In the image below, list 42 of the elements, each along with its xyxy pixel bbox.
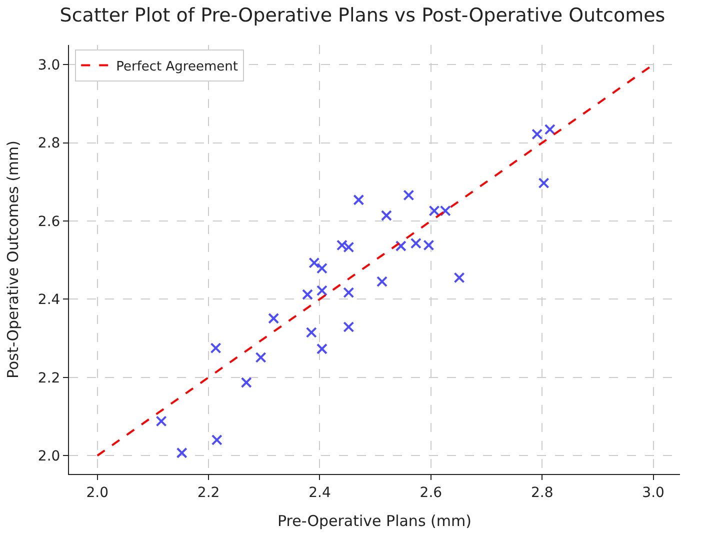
point [423,240,434,251]
y-tick-label: 2.8 [38,136,60,152]
point [211,434,222,446]
point [410,238,422,249]
y-axis-title: Post-Operative Outcomes (mm) [4,140,22,379]
point [538,178,550,189]
chart-title: Scatter Plot of Pre-Operative Plans vs Post-Operative Outcomes [60,4,666,26]
point [240,376,252,388]
point [343,287,354,298]
x-axis-title: Pre-Operative Plans (mm) [278,512,472,530]
point [395,240,406,252]
x-tick-label: 2.4 [308,484,331,501]
y-tick-label: 2.6 [38,214,60,230]
legend-label: Perfect Agreement [116,59,238,74]
point [343,321,354,332]
point [403,190,414,201]
point [176,447,188,458]
y-tick-label: 3.0 [38,57,60,74]
point [380,210,392,222]
x-tick-label: 2.6 [420,484,442,501]
point [306,326,317,338]
point [255,352,266,363]
x-tick-label: 2.0 [86,484,108,501]
point [454,272,465,284]
point [268,312,280,324]
point [302,289,314,300]
point [544,124,556,135]
point [316,343,328,354]
y-tick-label: 2.2 [38,370,60,386]
point [210,342,222,354]
y-tick-label: 2.4 [38,292,60,308]
point [353,194,364,206]
x-tick-label: 2.2 [197,484,220,501]
point [376,276,388,288]
point [316,262,328,274]
x-tick-label: 3.0 [642,484,664,501]
point [156,416,167,427]
point [532,128,543,140]
point [308,257,320,268]
y-tick-label: 2.0 [38,448,60,465]
point [316,285,328,296]
x-tick-label: 2.8 [530,484,554,501]
